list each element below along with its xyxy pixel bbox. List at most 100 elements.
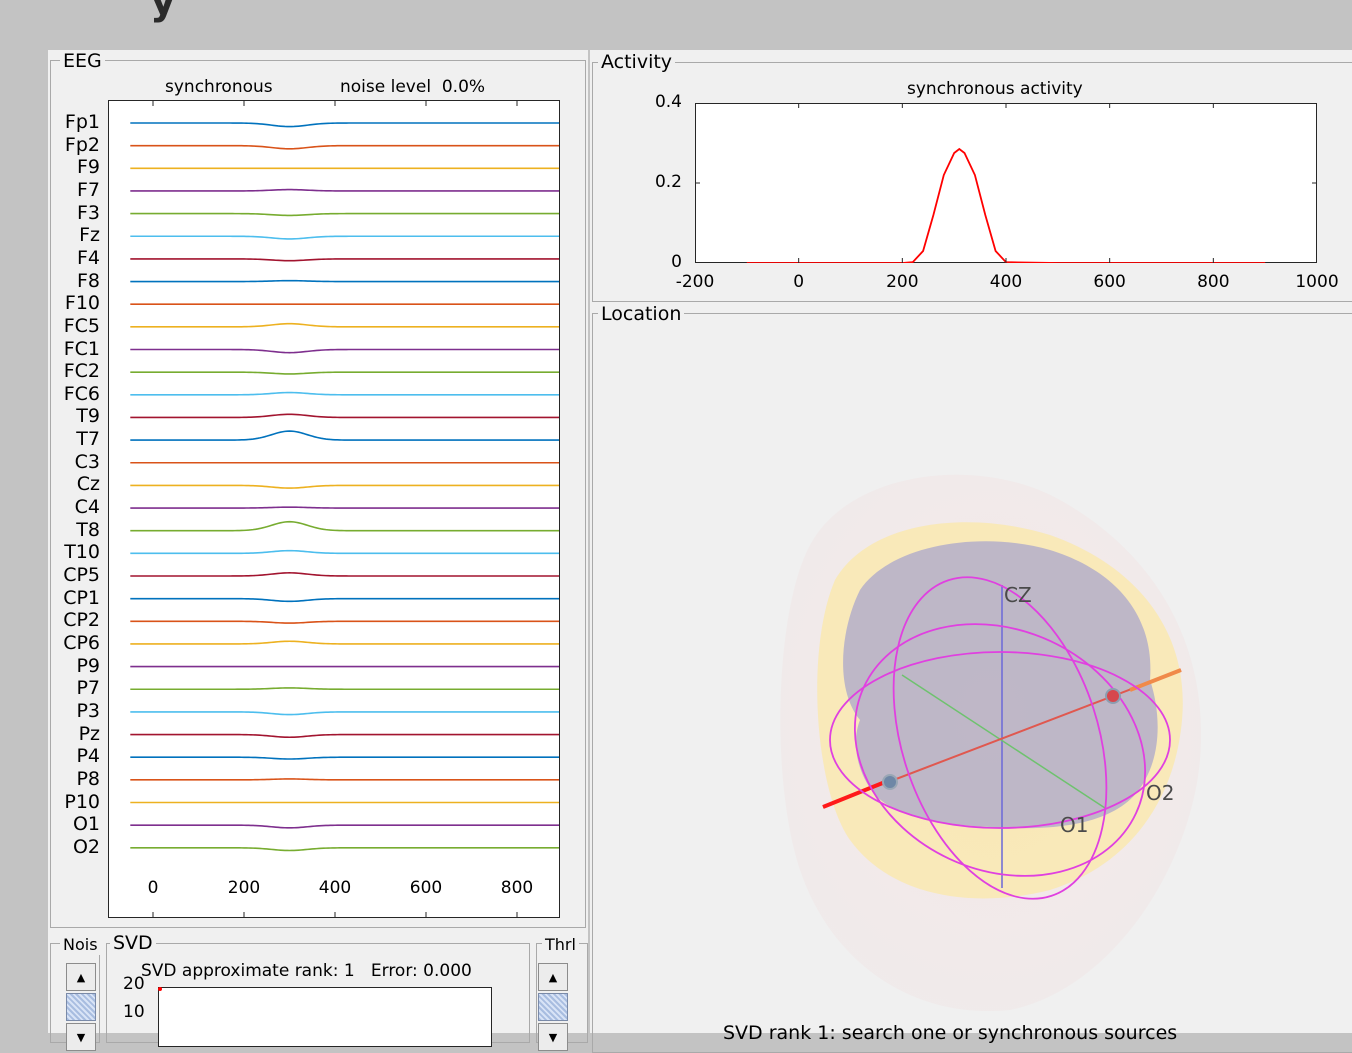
activity-x-tick-label: 1000 xyxy=(1295,272,1339,292)
eeg-panel: EEG synchronous noise level 0.0% Fp1 Fp2 F… xyxy=(48,50,588,930)
eeg-trace-f3 xyxy=(130,212,559,217)
channel-label-fc5: FC5 xyxy=(63,314,100,337)
horizontal-ring xyxy=(829,651,1171,829)
activity-y-ticks: 0 0.2 0.4 xyxy=(630,92,692,272)
threshold-scroll-up-button[interactable]: ▲ xyxy=(538,963,568,991)
eeg-trace-pz xyxy=(130,733,559,739)
electrode-label-cz: CZ xyxy=(1004,583,1032,607)
eeg-trace-t10 xyxy=(130,549,559,555)
channel-label-p3: P3 xyxy=(76,699,100,722)
eeg-title: EEG xyxy=(60,51,105,71)
source-axis-tip-left xyxy=(822,778,891,809)
channel-label-o1: O1 xyxy=(72,813,100,836)
eeg-trace-fc6 xyxy=(130,391,559,396)
channel-label-fc2: FC2 xyxy=(63,360,100,383)
activity-y-tick-label: 0.4 xyxy=(654,92,682,112)
eeg-trace-p3 xyxy=(130,711,559,716)
channel-label-t9: T9 xyxy=(76,405,100,428)
svd-title: SVD xyxy=(110,933,156,953)
noise-scroll-down-button[interactable]: ▼ xyxy=(66,1023,96,1051)
eeg-trace-p7 xyxy=(130,687,559,691)
svd-plot[interactable] xyxy=(158,987,492,1047)
eeg-trace-f7 xyxy=(130,188,559,192)
channel-label-cp6: CP6 xyxy=(63,631,100,654)
activity-series-line xyxy=(746,147,1266,263)
activity-plot-title: synchronous activity xyxy=(907,79,1083,99)
dipole-marker-left xyxy=(882,774,898,790)
source-axis-tip-right xyxy=(1129,668,1182,692)
eeg-x-tick-label: 600 xyxy=(409,878,443,898)
eeg-trace-cp2 xyxy=(130,620,559,624)
activity-plot[interactable] xyxy=(695,103,1317,263)
svd-ytick-20: 20 xyxy=(123,974,145,994)
eeg-trace-fc1 xyxy=(130,348,559,354)
window-title-fragment: y xyxy=(150,0,177,24)
diagonal-axis-line xyxy=(901,674,1106,809)
eeg-trace-o1 xyxy=(130,824,559,829)
channel-label-cz: Cz xyxy=(76,473,100,496)
right-panel: Activity synchronous activity 0 0.2 0.4 -2… xyxy=(590,50,1352,1053)
channel-label-f4: F4 xyxy=(76,246,100,269)
cortex-surface xyxy=(843,541,1158,829)
channel-label-f10: F10 xyxy=(64,292,100,315)
eeg-trace-p4 xyxy=(130,756,559,760)
eeg-channel-labels: Fp1 Fp2 F9 F7 F3 Fz F4 F8 F10 FC5 FC1 FC2 FC6 T9 T7 C3 C… xyxy=(48,50,100,930)
noise-scroll-up-button[interactable]: ▲ xyxy=(66,963,96,991)
eeg-noise-level: noise level 0.0% xyxy=(340,77,486,97)
eeg-trace-fz xyxy=(130,235,559,240)
noise-scroll-thumb[interactable] xyxy=(66,993,96,1021)
eeg-trace-fc5 xyxy=(130,322,559,328)
eeg-x-ticks: 0 200 400 600 800 xyxy=(108,878,560,902)
activity-y-tick-label: 0 xyxy=(671,252,682,272)
activity-x-tick-label: 0 xyxy=(793,272,805,292)
activity-y-tick-label: 0.2 xyxy=(654,172,682,192)
channel-label-c3: C3 xyxy=(74,450,100,473)
channel-label-t10: T10 xyxy=(64,541,100,564)
channel-label-fz: Fz xyxy=(79,224,100,247)
svd-plot-title: SVD approximate rank: 1 Error: 0.000 xyxy=(141,961,472,981)
head-model-view[interactable]: CZ O2 O1 xyxy=(590,350,1352,1040)
channel-label-f9: F9 xyxy=(76,156,100,179)
channel-label-pz: Pz xyxy=(78,722,100,745)
eeg-trace-t8 xyxy=(130,520,559,532)
activity-frame xyxy=(592,62,1352,302)
eeg-trace-cp1 xyxy=(130,597,559,603)
threshold-scroll-thumb[interactable] xyxy=(538,993,568,1021)
channel-label-f8: F8 xyxy=(76,269,100,292)
channel-label-fc1: FC1 xyxy=(63,337,100,360)
channel-label-p8: P8 xyxy=(76,767,100,790)
eeg-x-tick-label: 800 xyxy=(500,878,534,898)
eeg-trace-fp1 xyxy=(130,122,559,128)
channel-label-p7: P7 xyxy=(76,677,100,700)
eeg-x-tick-label: 200 xyxy=(227,878,261,898)
channel-label-fp2: Fp2 xyxy=(64,133,100,156)
channel-label-p9: P9 xyxy=(76,654,100,677)
sagittal-ring xyxy=(892,576,1108,900)
svd-ytick-10: 10 xyxy=(123,1002,145,1022)
activity-title: Activity xyxy=(598,52,676,72)
channel-label-f3: F3 xyxy=(76,201,100,224)
eeg-trace-p8 xyxy=(130,778,559,781)
eeg-trace-cp6 xyxy=(130,640,559,645)
channel-label-fc6: FC6 xyxy=(63,382,100,405)
eeg-trace-t9 xyxy=(130,413,559,419)
eeg-frame xyxy=(50,60,586,928)
activity-x-tick-label: 400 xyxy=(989,272,1023,292)
svd-rank-marker xyxy=(158,987,162,991)
channel-label-cp2: CP2 xyxy=(63,609,100,632)
svd-panel: Nois SVD Thrl ▲ ▼ ▲ ▼ SVD approximate ra… xyxy=(48,930,588,1051)
eeg-trace-cp5 xyxy=(130,572,559,577)
eeg-trace-c4 xyxy=(130,506,559,509)
activity-x-tick-label: 800 xyxy=(1197,272,1230,292)
threshold-title: Thrl xyxy=(542,935,579,955)
activity-x-ticks: -200 0 200 400 600 800 1000 xyxy=(676,272,1339,296)
threshold-scroll-down-button[interactable]: ▼ xyxy=(538,1023,568,1051)
channel-label-p10: P10 xyxy=(64,790,100,813)
activity-x-tick-label: 200 xyxy=(886,272,919,292)
channel-label-f7: F7 xyxy=(76,178,100,201)
channel-label-cp1: CP1 xyxy=(63,586,100,609)
eeg-trace-t7 xyxy=(130,430,559,441)
channel-label-o2: O2 xyxy=(72,835,100,858)
channel-label-cp5: CP5 xyxy=(63,564,100,586)
eeg-plot[interactable] xyxy=(108,100,560,918)
